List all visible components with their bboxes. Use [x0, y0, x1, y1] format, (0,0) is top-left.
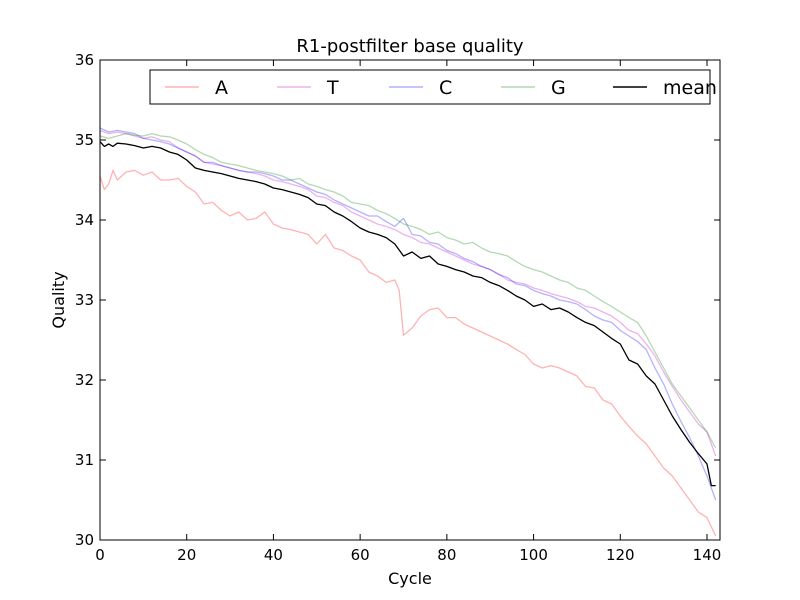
legend-label-A: A	[215, 77, 228, 99]
series-line-T	[99, 129, 717, 457]
x-tick-label: 60	[351, 546, 370, 564]
x-tick-label: 0	[95, 546, 105, 564]
plot-area-frame	[99, 59, 721, 541]
x-tick-label: 80	[437, 546, 456, 564]
x-tick-label: 100	[519, 546, 548, 564]
x-tick-label: 120	[606, 546, 635, 564]
y-tick-label: 32	[75, 371, 94, 389]
y-tick-label: 31	[75, 451, 94, 469]
x-tick-label: 20	[177, 546, 196, 564]
legend-label-mean: mean	[663, 77, 717, 99]
y-tick-label: 30	[75, 531, 94, 549]
x-tick-label: 140	[693, 546, 722, 564]
y-tick-label: 33	[75, 291, 94, 309]
y-tick-label: 34	[75, 211, 94, 229]
x-axis-label: Cycle	[388, 569, 432, 588]
series-line-G	[99, 132, 717, 449]
chart-title: R1-postfilter base quality	[296, 36, 523, 57]
series-lines	[99, 127, 717, 537]
y-tick-label: 36	[75, 51, 94, 69]
y-tick-label: 35	[75, 131, 94, 149]
series-line-C	[99, 127, 717, 501]
series-line-mean	[99, 141, 716, 487]
y-axis-label: Quality	[49, 271, 68, 328]
legend-label-C: C	[439, 77, 452, 99]
x-tick-label: 40	[264, 546, 283, 564]
series-line-A	[99, 169, 717, 537]
legend-label-T: T	[326, 77, 339, 99]
legend-label-G: G	[551, 77, 566, 99]
axis-ticks: 0 20 40 60 80 100 120 140 30 31 32 33 34 35 36	[75, 51, 721, 564]
